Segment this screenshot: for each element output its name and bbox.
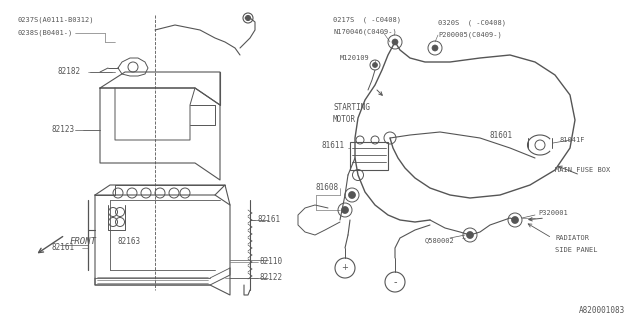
- Text: 82161: 82161: [52, 244, 75, 252]
- Text: 82122: 82122: [260, 274, 283, 283]
- Text: 81608: 81608: [316, 183, 339, 193]
- Text: P200005(C0409-): P200005(C0409-): [438, 32, 502, 38]
- Text: 0217S  ( -C0408): 0217S ( -C0408): [333, 17, 401, 23]
- Bar: [350, 142, 388, 170]
- Circle shape: [246, 15, 250, 20]
- Text: A820001083: A820001083: [579, 306, 625, 315]
- Text: SIDE PANEL: SIDE PANEL: [555, 247, 598, 253]
- Text: 82110: 82110: [260, 258, 283, 267]
- Text: 81611: 81611: [322, 140, 345, 149]
- Text: N170046(C0409-): N170046(C0409-): [333, 29, 397, 35]
- Text: M120109: M120109: [340, 55, 370, 61]
- Text: -: -: [393, 277, 397, 287]
- Text: FRONT: FRONT: [70, 237, 97, 246]
- Text: 82163: 82163: [118, 237, 141, 246]
- Text: +: +: [342, 263, 348, 273]
- Circle shape: [372, 62, 378, 68]
- Text: 82123: 82123: [52, 125, 75, 134]
- Text: Q580002: Q580002: [425, 237, 455, 243]
- Text: 82182: 82182: [58, 68, 81, 76]
- Text: MAIN FUSE BOX: MAIN FUSE BOX: [555, 167, 611, 173]
- Circle shape: [392, 39, 398, 45]
- Text: MOTOR: MOTOR: [333, 116, 356, 124]
- Text: P320001: P320001: [538, 210, 568, 216]
- Circle shape: [511, 217, 518, 223]
- Text: 82161: 82161: [258, 215, 281, 225]
- Circle shape: [342, 206, 349, 213]
- Text: 0320S  ( -C0408): 0320S ( -C0408): [438, 20, 506, 26]
- Circle shape: [349, 191, 355, 198]
- Text: RADIATOR: RADIATOR: [555, 235, 589, 241]
- Text: 0237S(A0111-B0312): 0237S(A0111-B0312): [18, 17, 95, 23]
- Circle shape: [467, 231, 474, 238]
- Text: 81601: 81601: [490, 131, 513, 140]
- Circle shape: [432, 45, 438, 51]
- Text: 81041F: 81041F: [560, 137, 586, 143]
- Text: 0238S(B0401-): 0238S(B0401-): [18, 30, 73, 36]
- Text: STARTING: STARTING: [333, 103, 370, 113]
